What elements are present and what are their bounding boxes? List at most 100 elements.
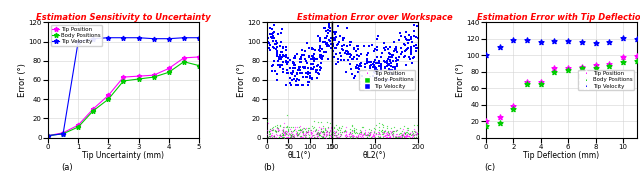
Point	[380, 130, 390, 133]
Point	[322, 129, 332, 132]
Point	[267, 36, 277, 39]
Point	[275, 63, 285, 66]
Point	[391, 136, 401, 138]
Point	[384, 136, 394, 139]
Point	[371, 133, 381, 135]
Point	[353, 71, 364, 73]
Point	[303, 81, 314, 84]
Point	[403, 133, 413, 136]
Point	[282, 63, 292, 66]
Point	[316, 67, 326, 70]
Point	[282, 132, 292, 135]
Point	[383, 130, 394, 132]
Point	[321, 131, 331, 134]
Point	[325, 122, 335, 124]
Point	[263, 121, 273, 124]
Point	[399, 131, 409, 133]
Body Positions	[90, 110, 97, 112]
Point	[319, 133, 329, 136]
Point	[362, 133, 372, 136]
Point	[269, 136, 279, 139]
Point	[318, 130, 328, 133]
Point	[372, 46, 383, 49]
Point	[353, 47, 364, 50]
Point	[281, 136, 291, 138]
Point	[369, 61, 380, 64]
Point	[275, 58, 285, 60]
Point	[345, 131, 355, 134]
Point	[397, 133, 408, 136]
Point	[330, 39, 340, 42]
Point	[388, 130, 399, 132]
Point	[367, 134, 378, 137]
Legend: Tip Position, Body Positions, Tip Velocity: Tip Position, Body Positions, Tip Veloci…	[51, 25, 102, 46]
Point	[370, 72, 380, 75]
Point	[369, 135, 379, 138]
Point	[376, 131, 387, 133]
Point	[331, 131, 341, 134]
Point	[344, 132, 354, 135]
Point	[367, 43, 377, 46]
Point	[390, 68, 400, 70]
Point	[345, 56, 355, 58]
Point	[316, 54, 326, 56]
Point	[351, 57, 362, 60]
Point	[397, 135, 408, 138]
Point	[331, 135, 341, 138]
Point	[309, 120, 319, 122]
Point	[348, 48, 358, 51]
Point	[273, 127, 283, 130]
Point	[287, 126, 298, 128]
Point	[355, 134, 365, 137]
Point	[399, 132, 410, 135]
Point	[300, 66, 310, 69]
Point	[402, 127, 412, 130]
Point	[289, 63, 300, 66]
Point	[286, 130, 296, 132]
Point	[384, 135, 394, 138]
Point	[401, 134, 411, 137]
Point	[369, 49, 379, 52]
Point	[318, 136, 328, 138]
Point	[267, 64, 277, 67]
Point	[290, 55, 300, 57]
Point	[344, 53, 355, 55]
Point	[334, 41, 344, 44]
Point	[275, 132, 285, 135]
Point	[314, 69, 324, 72]
Point	[310, 49, 320, 52]
Point	[326, 125, 337, 128]
Point	[369, 128, 380, 130]
Point	[330, 46, 340, 49]
Point	[402, 132, 412, 135]
Point	[385, 68, 395, 71]
Point	[365, 66, 376, 69]
Point	[292, 78, 302, 81]
Point	[386, 62, 396, 65]
Point	[294, 66, 304, 68]
Point	[389, 126, 399, 129]
Point	[394, 133, 404, 136]
Point	[343, 58, 353, 61]
Point	[324, 44, 334, 47]
Point	[378, 135, 388, 137]
Text: (a): (a)	[61, 163, 73, 172]
Point	[290, 67, 300, 69]
Point	[387, 65, 397, 68]
Point	[349, 56, 359, 59]
Point	[604, 62, 614, 65]
Point	[387, 133, 397, 136]
Point	[282, 126, 292, 129]
Point	[335, 135, 345, 137]
Point	[394, 56, 404, 58]
Point	[307, 134, 317, 137]
Point	[381, 46, 391, 48]
Point	[280, 130, 290, 133]
Point	[381, 125, 392, 128]
Point	[363, 52, 373, 55]
Point	[409, 29, 419, 32]
Point	[382, 65, 392, 68]
Point	[353, 135, 364, 137]
Point	[378, 132, 388, 135]
Point	[379, 60, 389, 62]
